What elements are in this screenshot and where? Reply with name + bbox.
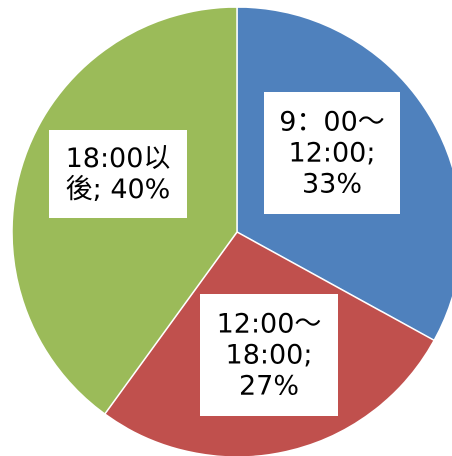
data-label-1: 9：00～12:00;33%: [264, 92, 400, 214]
data-label-text: 12:00;: [289, 138, 376, 169]
data-label-text: 18:00以: [66, 143, 171, 174]
data-label-box: [264, 92, 400, 214]
data-label-text: 9：00～: [279, 107, 385, 138]
data-label-text: 18:00;: [226, 340, 313, 371]
data-label-2: 12:00～18:00;27%: [200, 294, 338, 416]
data-label-box: [49, 130, 187, 218]
data-label-text: 後; 40%: [66, 174, 171, 205]
data-label-text: 12:00～: [217, 309, 322, 340]
data-label-text: 27%: [239, 371, 299, 402]
data-label-box: [200, 294, 338, 416]
data-label-text: 33%: [302, 169, 362, 200]
